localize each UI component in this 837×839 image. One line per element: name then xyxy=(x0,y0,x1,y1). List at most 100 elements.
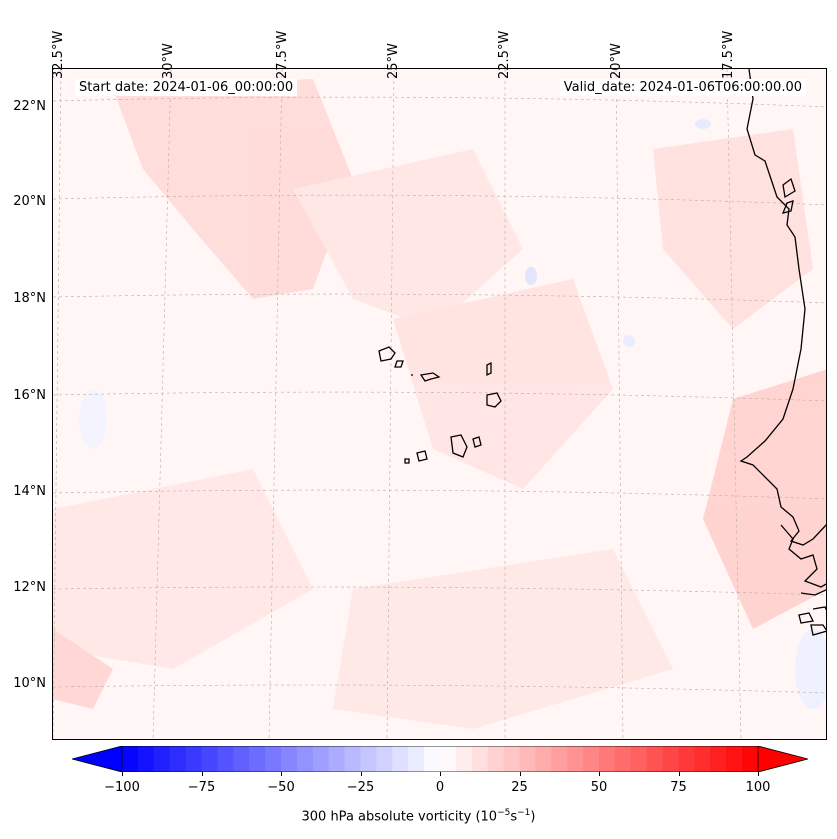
positive-vorticity-sw-corner xyxy=(53,629,113,709)
island-boa-vista xyxy=(486,392,502,408)
colorbar-cells xyxy=(122,746,759,772)
colorbar-tick-label: −75 xyxy=(187,780,216,795)
colorbar-cell xyxy=(471,746,489,772)
gridline-27-5w xyxy=(268,69,283,739)
colorbar-cell xyxy=(503,746,520,772)
lat-label-18n: 18°N xyxy=(13,291,46,306)
colorbar-cell xyxy=(328,746,346,772)
colorbar-unit-mid: s xyxy=(510,809,518,825)
gridline-25w xyxy=(386,69,395,739)
colorbar-cell xyxy=(281,746,298,772)
lon-label-20w: 20°W xyxy=(609,43,624,79)
colorbar-cell xyxy=(710,746,727,772)
positive-vorticity-band-sw xyxy=(53,469,313,669)
positive-vorticity-band-s xyxy=(333,549,673,729)
island-sao-vicente xyxy=(394,360,404,368)
negative-vorticity-spot-5 xyxy=(795,629,826,709)
colorbar-cell xyxy=(424,746,441,772)
colorbar-tick-mark xyxy=(281,772,282,776)
colorbar-cell xyxy=(630,746,648,772)
island-sao-nicolau xyxy=(419,372,441,382)
positive-vorticity-coast xyxy=(703,369,826,629)
colorbar-cell xyxy=(551,746,568,772)
colorbar-cell xyxy=(296,746,314,772)
colorbar-cell xyxy=(122,746,139,772)
colorbar-tick-label: 100 xyxy=(745,780,771,795)
colorbar-cell xyxy=(360,746,377,772)
colorbar-extend-high xyxy=(757,746,808,772)
colorbar-tick-mark xyxy=(440,772,441,776)
colorbar-tick-label: 75 xyxy=(670,780,687,795)
gridline-20w xyxy=(615,69,624,739)
island-maio xyxy=(472,436,482,448)
lon-label-22-5w: 22.5°W xyxy=(497,30,512,79)
colorbar-variable: 300 hPa absolute vorticity xyxy=(301,809,472,825)
colorbar-unit-exp2: −1 xyxy=(517,808,531,818)
lat-label-12n: 12°N xyxy=(13,580,46,595)
gridline-32-5w xyxy=(53,69,62,739)
negative-vorticity-spot-1 xyxy=(525,267,537,285)
colorbar xyxy=(72,746,808,772)
colorbar-tick-label: −25 xyxy=(346,780,375,795)
gridline-12n xyxy=(53,586,826,596)
map-panel: Start date: 2024-01-06_00:00:00 Valid_da… xyxy=(52,68,827,740)
colorbar-cell xyxy=(726,746,743,772)
colorbar-cell xyxy=(694,746,711,772)
gridline-22n xyxy=(53,96,826,108)
colorbar-cell xyxy=(233,746,250,772)
lat-label-22n: 22°N xyxy=(13,99,46,114)
coastline xyxy=(378,69,826,636)
colorbar-extend-low xyxy=(72,746,123,772)
gridline-20n xyxy=(53,194,826,206)
negative-vorticity-spot-4 xyxy=(79,389,107,449)
colorbar-cell xyxy=(265,746,282,772)
positive-vorticity-band-ne xyxy=(653,129,813,329)
colorbar-cell xyxy=(662,746,679,772)
colorbar-cell xyxy=(678,746,695,772)
lon-label-17-5w: 17.5°W xyxy=(721,30,736,79)
island-santo-antao xyxy=(378,346,396,362)
colorbar-cell xyxy=(455,746,473,772)
colorbar-cell xyxy=(312,746,330,772)
colorbar-outline xyxy=(121,746,759,772)
colorbar-unit-base: 10 xyxy=(480,809,498,825)
gridline-16n xyxy=(53,391,826,402)
africa-coastline-senegal xyxy=(780,524,826,588)
negative-vorticity-spot-2 xyxy=(623,335,635,347)
vorticity-field xyxy=(53,79,826,729)
colorbar-tick-label: −50 xyxy=(267,780,295,795)
colorbar-cell xyxy=(185,746,202,772)
lon-label-27-5w: 27.5°W xyxy=(275,30,290,79)
colorbar-tick-mark xyxy=(678,772,680,776)
colorbar-cell xyxy=(217,746,234,772)
island-brava xyxy=(404,458,410,464)
colorbar-cell xyxy=(614,746,632,772)
positive-vorticity-band-islands xyxy=(393,279,613,489)
gridline-18n xyxy=(53,293,826,304)
colorbar-cell xyxy=(646,746,664,772)
colorbar-cell xyxy=(487,746,505,772)
lat-label-16n: 16°N xyxy=(13,388,46,403)
colorbar-cell xyxy=(376,746,393,772)
colorbar-tick-mark xyxy=(599,772,600,776)
colorbar-cell xyxy=(583,746,600,772)
lat-label-14n: 14°N xyxy=(13,484,46,499)
island-sal xyxy=(486,361,492,377)
island-fogo xyxy=(416,450,428,462)
colorbar-tick-label: 25 xyxy=(511,780,528,795)
colorbar-tick-label: 0 xyxy=(435,780,445,795)
colorbar-tick-label: 50 xyxy=(590,780,608,795)
colorbar-cell xyxy=(408,746,425,772)
colorbar-cell xyxy=(567,746,584,772)
lon-label-30w: 30°W xyxy=(161,43,176,79)
colorbar-cell xyxy=(535,746,552,772)
colorbar-cell xyxy=(599,746,616,772)
colorbar-cell xyxy=(249,746,266,772)
gridline-30w xyxy=(152,69,172,739)
valid-date-label: Valid_date: 2024-01-06T06:00:00.00 xyxy=(559,79,806,96)
island-santiago xyxy=(450,434,468,458)
colorbar-cell xyxy=(392,746,409,772)
colorbar-tick-mark xyxy=(758,772,759,776)
colorbar-label: 300 hPa absolute vorticity (10−5s−1) xyxy=(301,808,536,825)
colorbar-cell xyxy=(519,746,536,772)
